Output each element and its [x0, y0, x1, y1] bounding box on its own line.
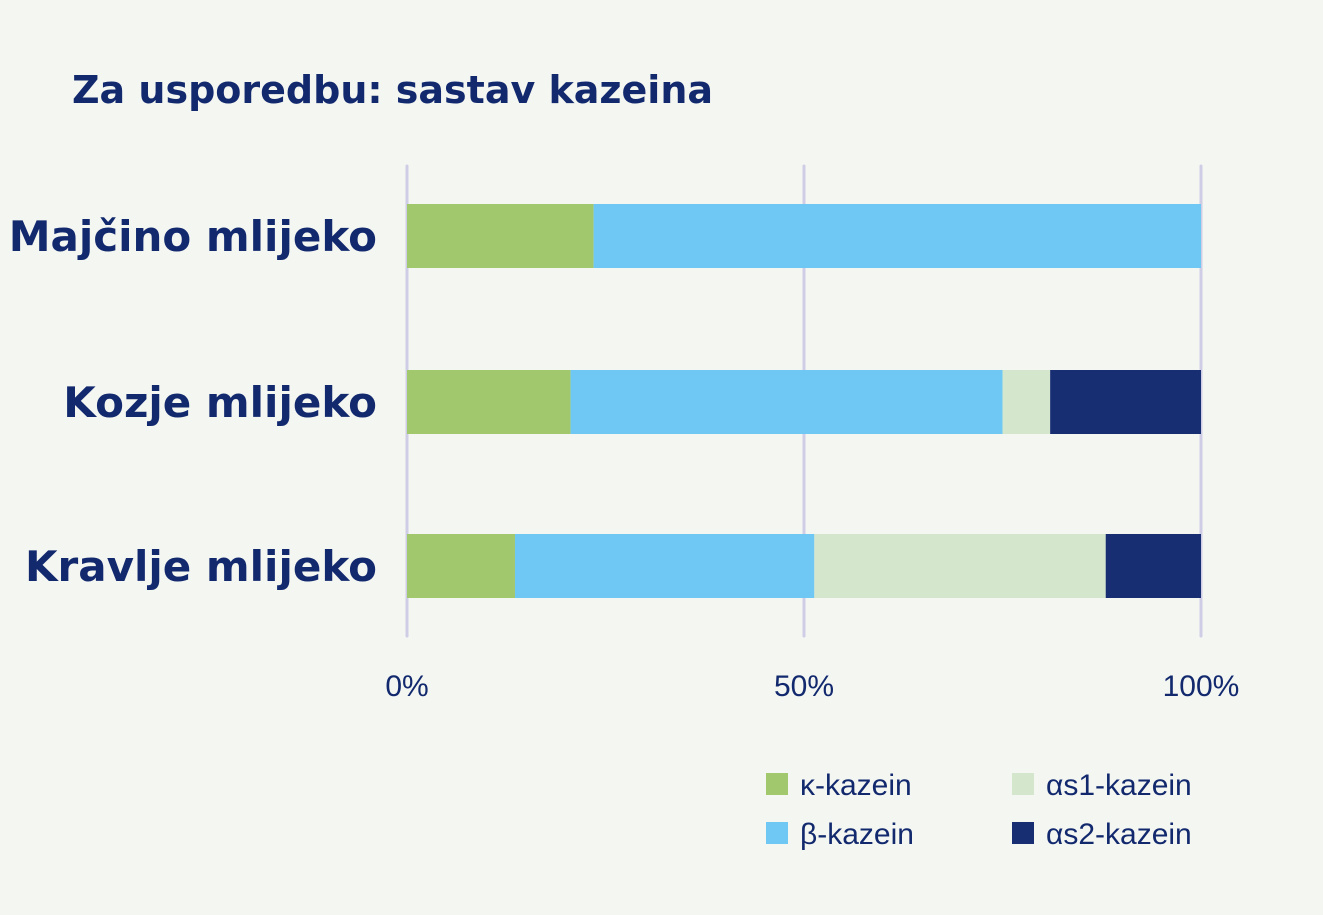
- legend: κ-kazein αs1-kazein β-kazein αs2-kazein: [766, 769, 1192, 851]
- bars: [407, 204, 1201, 598]
- category-label-2: Kravlje mlijeko: [25, 542, 377, 591]
- legend-label-0: κ-kazein: [800, 769, 912, 802]
- bar-0-1: [593, 204, 1201, 268]
- x-tick-label-1: 50%: [774, 670, 834, 703]
- bar-2-3: [1105, 534, 1201, 598]
- bar-1-3: [1050, 370, 1201, 434]
- bar-2-0: [407, 534, 515, 598]
- legend-swatch-1: [766, 822, 788, 844]
- x-tick-label-2: 100%: [1163, 670, 1240, 703]
- category-label-1: Kozje mlijeko: [63, 378, 377, 427]
- x-tick-labels: 0% 50% 100%: [385, 670, 1239, 703]
- legend-swatch-0: [766, 773, 788, 795]
- bar-2-1: [514, 534, 815, 598]
- bar-1-2: [1002, 370, 1051, 434]
- legend-label-1: β-kazein: [800, 818, 914, 851]
- bar-2-2: [814, 534, 1106, 598]
- legend-label-3: αs2-kazein: [1046, 818, 1192, 851]
- bar-0-0: [407, 204, 594, 268]
- legend-swatch-3: [1012, 822, 1034, 844]
- category-labels: Majčino mlijeko Kozje mlijeko Kravlje mlij…: [9, 212, 377, 591]
- category-label-0: Majčino mlijeko: [9, 212, 377, 261]
- chart-title: Za usporedbu: sastav kazeina: [72, 68, 713, 112]
- x-tick-label-0: 0%: [385, 670, 428, 703]
- bar-1-1: [570, 370, 1003, 434]
- legend-swatch-2: [1012, 773, 1034, 795]
- bar-1-0: [407, 370, 571, 434]
- legend-label-2: αs1-kazein: [1046, 769, 1192, 802]
